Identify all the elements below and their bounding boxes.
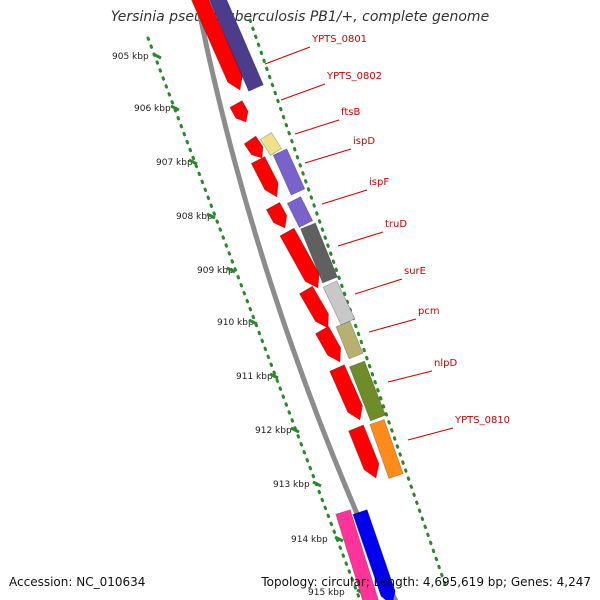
kbp-label: 910 kbp — [217, 318, 254, 328]
gene-ftsB — [259, 132, 283, 156]
kbp-label: 913 kbp — [273, 480, 310, 490]
gene-ispD — [272, 148, 306, 196]
kbp-label: 907 kbp — [156, 158, 193, 168]
gene-label-leader — [387, 370, 433, 383]
red-gene-arrow — [265, 201, 288, 229]
red-gene-arrow — [314, 325, 342, 363]
kbp-label: 912 kbp — [255, 426, 292, 436]
gene-label: nlpD — [434, 358, 457, 369]
red-gene-arrow — [191, 0, 243, 91]
red-gene-arrow — [329, 364, 363, 421]
kbp-tick — [152, 52, 162, 60]
kbp-tick — [290, 426, 300, 434]
gene-label: YPTS_0810 — [454, 415, 510, 426]
bottom-blue-gene — [352, 509, 396, 600]
gene-label-leader — [368, 318, 417, 333]
genome-stats-text: Topology: circular; Length: 4,695,619 bp… — [261, 575, 591, 589]
kbp-tick — [248, 318, 258, 326]
genome-backbone — [194, 0, 399, 600]
gene-pcm — [335, 320, 364, 360]
kbp-label: 909 kbp — [197, 266, 234, 276]
gene-label: truD — [385, 219, 407, 230]
red-gene-arrow — [348, 424, 380, 479]
gene-label-leader — [280, 83, 326, 101]
outer-dotted-ruler — [248, 18, 449, 592]
kbp-tick — [206, 212, 216, 220]
bottom-pink-gene — [335, 509, 379, 600]
kbp-tick — [334, 535, 344, 543]
gene-label-leader — [337, 231, 384, 247]
gene-truD — [300, 222, 338, 284]
kbp-label: 911 kbp — [236, 372, 273, 382]
gene-label-leader — [294, 119, 340, 135]
red-gene-arrow — [243, 135, 264, 159]
gene-label: YPTS_0801 — [311, 34, 367, 45]
gene-label-leader — [304, 148, 352, 164]
kbp-label: 915 kbp — [308, 588, 345, 598]
kbp-label: 906 kbp — [134, 104, 171, 114]
kbp-tick — [269, 372, 279, 380]
kbp-label: 908 kbp — [176, 212, 213, 222]
gene-label-leader — [407, 427, 454, 441]
kbp-label: 905 kbp — [112, 52, 149, 62]
gene-label: ispF — [369, 177, 389, 188]
kbp-tick — [312, 480, 322, 488]
inner-dotted-ruler — [146, 36, 362, 600]
accession-text: Accession: NC_010634 — [9, 575, 146, 589]
gene-label-leader — [264, 46, 311, 65]
gene-YPTS_0810 — [369, 418, 404, 480]
red-gene-arrow — [279, 227, 320, 289]
gene-label-leader — [321, 189, 368, 205]
gene-surE — [322, 280, 356, 326]
gene-label: surE — [404, 266, 426, 277]
gene-ispF — [286, 196, 314, 228]
red-gene-arrow — [298, 285, 329, 329]
gene-label: YPTS_0802 — [326, 71, 382, 82]
red-gene-arrow — [229, 100, 249, 123]
gene-nlpD — [348, 360, 387, 422]
gene-YPTS_0801 — [209, 0, 264, 92]
kbp-tick — [226, 266, 236, 274]
gene-label: ftsB — [341, 107, 360, 118]
kbp-label: 914 kbp — [291, 535, 328, 545]
gene-label: ispD — [353, 136, 375, 147]
kbp-tick — [170, 104, 180, 112]
red-gene-arrow — [250, 156, 279, 198]
kbp-tick — [188, 158, 198, 166]
gene-label-leader — [354, 278, 403, 295]
gene-label: pcm — [418, 306, 440, 317]
